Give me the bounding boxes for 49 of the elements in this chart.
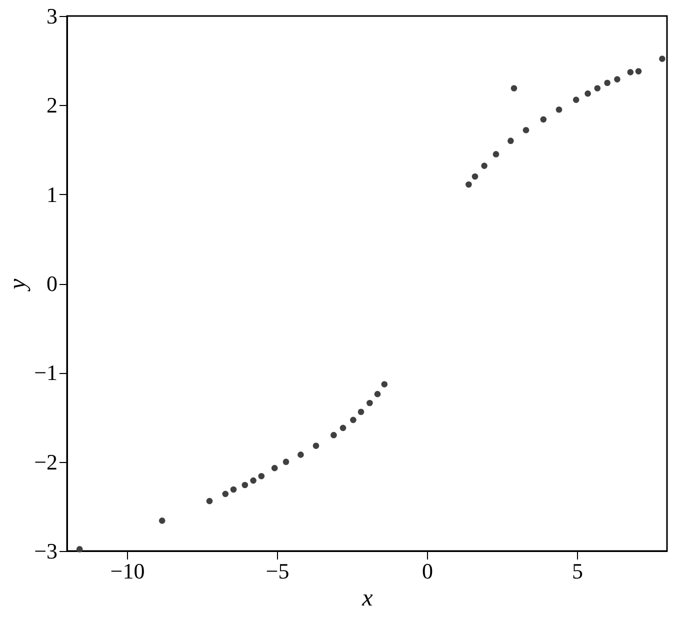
point	[330, 432, 337, 438]
point	[158, 518, 166, 524]
y-tick-label: 0	[46, 271, 58, 296]
point	[466, 181, 472, 188]
point	[76, 546, 83, 552]
point	[312, 442, 320, 449]
point	[635, 68, 642, 74]
y-tick-label: −1	[34, 360, 58, 386]
point	[381, 381, 388, 388]
point	[242, 482, 248, 488]
point	[271, 464, 278, 472]
x-tick-label: −10	[110, 558, 145, 584]
y-tick-label: 1	[46, 182, 58, 207]
y-tick-label: −3	[34, 538, 58, 564]
point	[492, 151, 500, 158]
point	[206, 498, 213, 504]
point	[282, 458, 290, 465]
point	[510, 85, 518, 92]
y-tick-label: 3	[46, 4, 58, 28]
x-tick-label: 5	[572, 558, 583, 584]
point	[481, 162, 488, 169]
point	[508, 138, 514, 144]
y-tick-label: −2	[34, 449, 58, 474]
point	[522, 126, 530, 134]
point	[358, 408, 364, 416]
point	[594, 85, 601, 92]
x-axis-title: x	[361, 586, 374, 612]
y-tick-label: 2	[46, 92, 58, 118]
point	[627, 69, 634, 76]
point	[250, 477, 256, 484]
point	[350, 416, 356, 424]
point	[572, 96, 580, 103]
point	[659, 56, 666, 62]
point	[258, 472, 265, 480]
point	[366, 400, 373, 406]
point	[556, 106, 562, 113]
point	[584, 90, 591, 97]
point	[472, 173, 478, 180]
point	[230, 486, 237, 493]
point	[374, 390, 381, 398]
point	[540, 116, 547, 123]
point	[222, 490, 229, 498]
point	[298, 452, 304, 458]
x-tick-label: 0	[422, 558, 433, 584]
x-tick-label: −5	[266, 558, 290, 584]
y-axis-title: y	[5, 278, 32, 292]
point	[614, 76, 620, 82]
point	[340, 424, 346, 432]
point	[604, 80, 610, 86]
